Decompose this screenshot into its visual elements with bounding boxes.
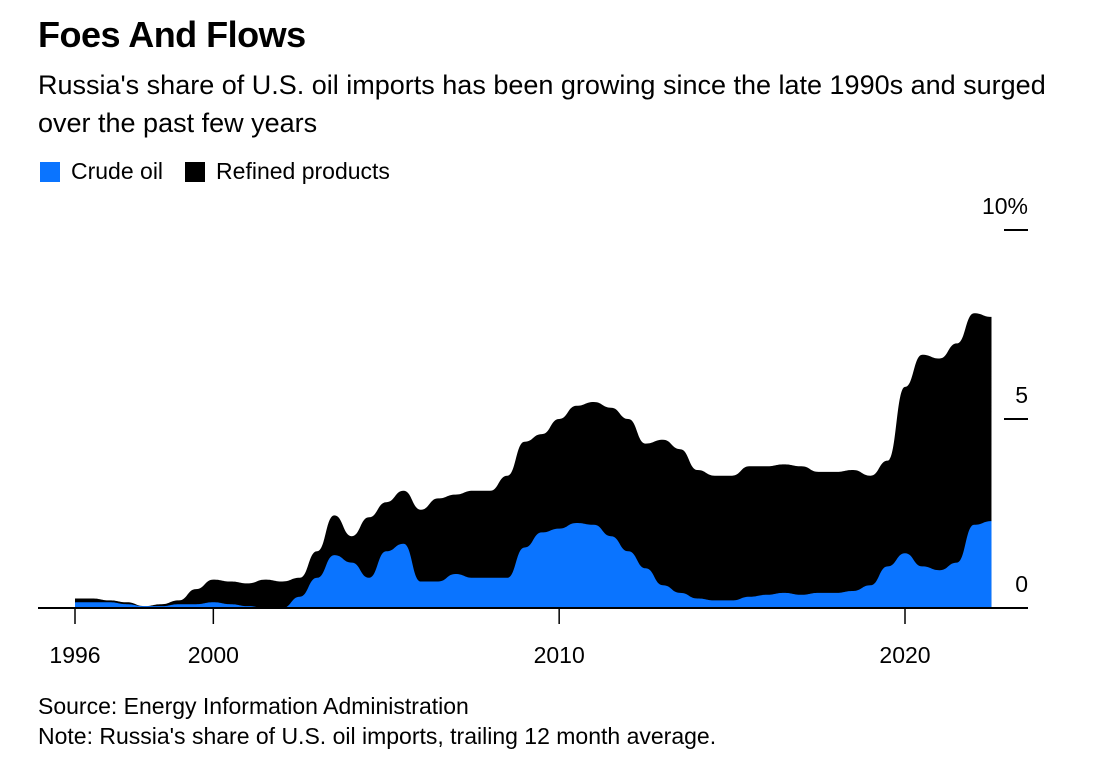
note-text: Note: Russia's share of U.S. oil imports… [38,723,717,749]
x-tick-label-2010: 2010 [534,642,585,668]
legend-label-crude-oil: Crude oil [71,158,164,184]
x-tick-label-1996: 1996 [49,642,100,668]
series-area-crude-oil [75,521,992,608]
y-tick-label-5: 5 [1015,382,1028,408]
legend-item-crude-oil: Crude oil [40,158,163,185]
legend-item-refined-products: Refined products [185,158,390,185]
chart-title: Foes And Flows [38,14,306,55]
y-tick-label-0: 0 [1015,571,1028,597]
legend-label-refined-products: Refined products [216,158,390,184]
legend-swatch-refined-products [185,161,206,182]
source-text: Source: Energy Information Administratio… [38,693,469,719]
legend-swatch-crude-oil [40,161,60,182]
legend: Crude oil Refined products [40,158,412,185]
chart-subtitle: Russia's share of U.S. oil imports has b… [38,70,1046,138]
y-tick-label-10: 10% [982,193,1028,219]
series-area-refined-products [75,313,992,608]
x-tick-label-2000: 2000 [188,642,239,668]
x-tick-label-2020: 2020 [879,642,930,668]
